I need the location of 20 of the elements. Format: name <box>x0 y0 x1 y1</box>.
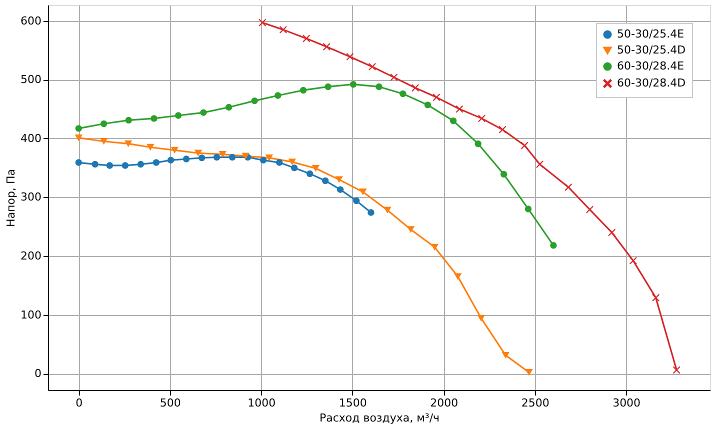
y-tick-label: 200 <box>20 249 42 262</box>
y-tick-label: 300 <box>20 190 42 204</box>
y-tick-label: 500 <box>20 73 42 86</box>
x-tick-label: 0 <box>76 396 83 410</box>
x-tick-label: 3000 <box>612 396 641 410</box>
x-tick-label: 1500 <box>338 396 367 410</box>
legend-label: 50-30/25.4E <box>617 28 684 40</box>
x-tick-label: 2500 <box>521 396 550 410</box>
y-axis-title: Напор, Па <box>4 169 18 227</box>
x-tick-label: 500 <box>160 396 181 410</box>
x-axis-title: Расход воздуха, м³/ч <box>319 412 440 424</box>
legend-label: 60-30/28.4E <box>617 60 684 72</box>
y-tick-label: 600 <box>20 14 42 28</box>
legend-label: 60-30/28.4D <box>617 76 686 90</box>
y-tick-label: 100 <box>20 308 42 322</box>
x-tick-label: 2000 <box>430 396 458 410</box>
y-tick-label: 0 <box>34 367 42 380</box>
y-tick-label: 400 <box>20 132 42 145</box>
x-tick-label: 1000 <box>248 396 276 410</box>
legend-label: 50-30/25.4D <box>617 44 686 56</box>
